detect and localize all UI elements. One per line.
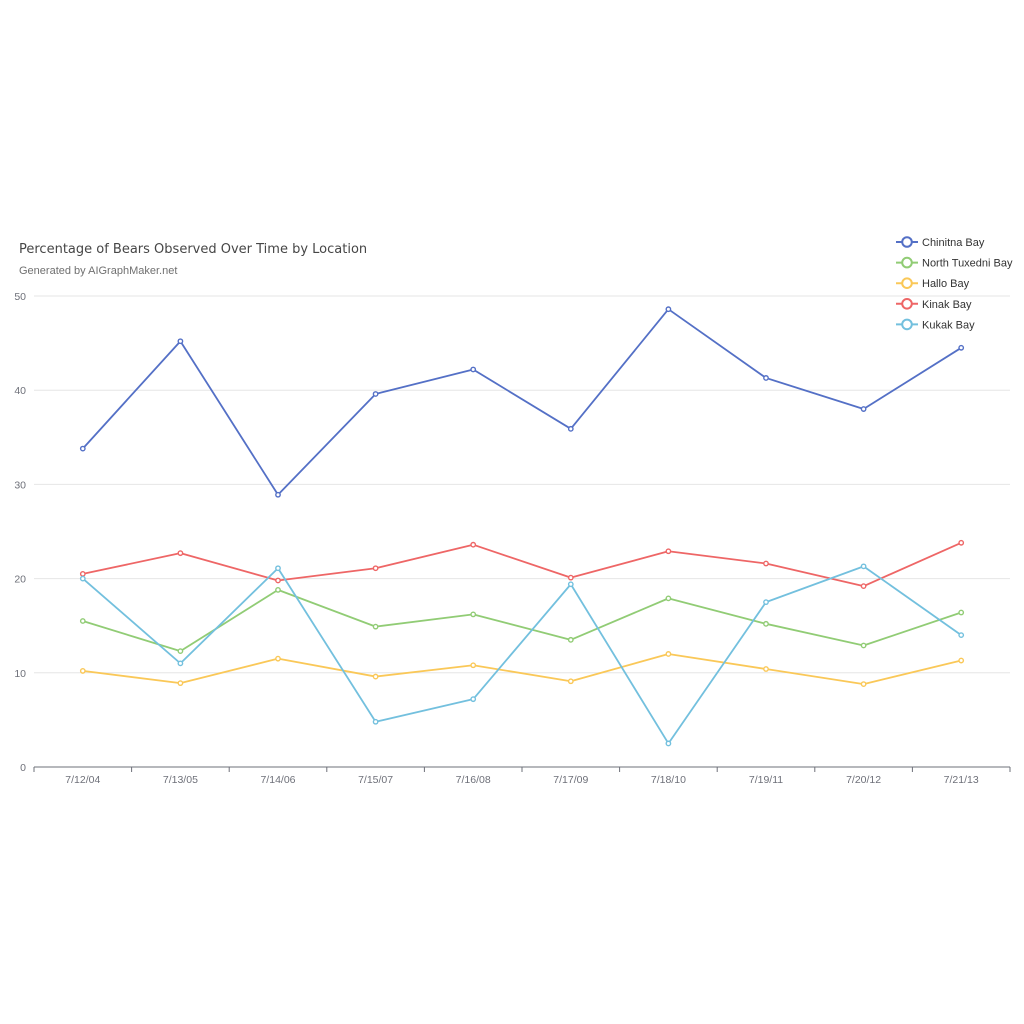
y-tick-label: 50 [14,291,26,303]
x-tick-label: 7/17/09 [553,774,588,786]
grid-lines [34,295,1010,674]
series-hallo-bay [79,651,965,688]
data-point [958,632,965,639]
legend-swatch-marker [901,318,913,331]
x-tick-label: 7/21/13 [944,774,979,786]
data-point [763,599,769,606]
data-point [372,391,379,397]
y-tick-label: 40 [14,385,26,397]
data-point [372,673,379,680]
data-point [470,611,477,618]
data-point [665,651,672,657]
x-tick-label: 7/20/12 [846,774,881,786]
legend-swatch-marker [901,298,913,310]
data-point [79,570,86,577]
series-kinak-bay [79,539,965,590]
legend-item: Chinitna Bay [896,236,985,249]
legend-label: North Tuxedni Bay [922,258,1013,270]
data-point [763,375,769,381]
data-point [470,662,477,669]
series-north-tuxedni-bay [79,587,965,655]
data-point [567,678,574,685]
x-tick-label: 7/14/06 [260,774,295,786]
data-point [79,575,86,582]
data-point [860,563,867,570]
legend-swatch-marker [901,256,913,269]
series-chinitna-bay [79,306,965,498]
data-point [665,548,672,555]
series-line [82,308,962,496]
x-tick-label: 7/15/07 [358,774,393,786]
chart-subtitle: Generated by AIGraphMaker.net [19,265,177,277]
series-lines [79,306,965,747]
x-tick-label: 7/19/11 [749,774,783,786]
legend-item: North Tuxedni Bay [896,256,1013,270]
data-point [79,445,86,452]
data-point [665,595,672,602]
series-line [82,541,962,588]
series-line [82,653,962,686]
legend-label: Chinitna Bay [922,237,985,249]
data-point [177,338,184,345]
data-point [275,655,281,662]
data-point [470,541,477,548]
data-point [275,587,281,593]
data-point [763,666,769,672]
y-tick-label: 10 [14,668,26,680]
data-point [372,623,379,630]
data-point [275,577,281,584]
series-kukak-bay [79,563,965,747]
data-point [567,636,574,643]
data-point [567,581,574,588]
legend-item: Kukak Bay [896,318,975,331]
data-point [860,642,867,649]
data-point [958,344,965,351]
series-line [82,565,962,745]
data-point [177,550,184,557]
data-point [275,565,281,572]
data-point [665,740,672,747]
legend-swatch-marker [901,277,913,290]
x-tick-label: 7/16/08 [456,774,491,786]
data-point [860,583,867,590]
x-tick-label: 7/13/05 [163,774,198,786]
data-point [177,660,184,667]
legend-label: Kukak Bay [922,319,975,331]
data-point [958,609,965,616]
data-point [372,718,379,725]
y-tick-label: 30 [14,479,26,491]
legend-label: Hallo Bay [922,278,970,290]
legend-item: Hallo Bay [896,277,970,290]
data-point [958,539,965,546]
x-axis: 7/12/04 7/13/05 7/14/06 7/15/07 7/16/08 7/17/… [33,766,1011,786]
y-tick-label: 20 [14,574,26,586]
data-point [79,668,86,674]
data-point [763,560,769,567]
data-point [567,574,574,581]
data-point [372,565,379,572]
x-tick-label: 7/18/10 [651,774,686,786]
data-point [470,366,477,373]
legend-swatch-marker [901,236,913,248]
data-point [860,681,867,688]
data-point [470,696,477,703]
y-axis-ticks: 0 10 20 30 40 50 [14,291,26,774]
legend-label: Kinak Bay [922,299,972,311]
data-point [275,491,281,498]
series-line [82,589,962,653]
data-point [763,620,769,627]
data-point [958,657,965,664]
data-point [177,680,184,687]
y-tick-label: 0 [20,762,26,774]
data-point [860,406,867,412]
legend: Chinitna Bay North Tuxedni Bay Hallo Bay Ki… [896,236,1013,331]
data-point [567,425,574,432]
data-point [665,306,672,313]
x-tick-label: 7/12/04 [65,774,100,786]
legend-item: Kinak Bay [896,298,972,311]
chart-title: Percentage of Bears Observed Over Time b… [19,242,367,257]
data-point [79,618,86,624]
data-point [177,648,184,655]
